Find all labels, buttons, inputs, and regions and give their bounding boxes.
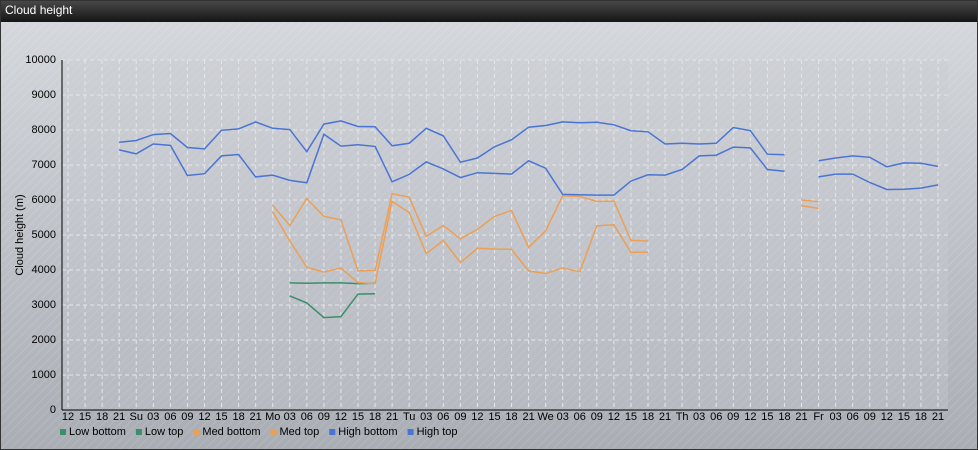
series-line — [289, 282, 376, 285]
y-tick-label: 8000 — [32, 124, 56, 136]
x-tick-label: 18 — [642, 411, 654, 423]
series-line — [119, 120, 939, 168]
legend-label: High bottom — [338, 426, 397, 438]
x-tick-label: 21 — [659, 411, 671, 423]
x-tick-label: 12 — [608, 411, 620, 423]
x-tick-label: 06 — [710, 411, 722, 423]
x-tick-label: 12 — [62, 411, 74, 423]
series-line — [272, 192, 819, 272]
x-tick-label: 09 — [864, 411, 876, 423]
x-tick-label: 09 — [591, 411, 603, 423]
x-tick-label: Su — [130, 411, 143, 423]
x-tick-label: 15 — [761, 411, 773, 423]
x-tick-label: 18 — [505, 411, 517, 423]
x-tick-label: 12 — [744, 411, 756, 423]
y-tick-label: 2000 — [32, 334, 56, 346]
x-tick-label: Tu — [403, 411, 415, 423]
x-tick-label: 06 — [437, 411, 449, 423]
legend-label: Med top — [280, 426, 320, 438]
x-tick-label: 18 — [369, 411, 381, 423]
x-tick-label: 09 — [454, 411, 466, 423]
x-tick-label: 06 — [301, 411, 313, 423]
x-tick-label: 12 — [471, 411, 483, 423]
x-tick-label: 06 — [847, 411, 859, 423]
legend-swatch — [270, 429, 277, 435]
x-tick-label: 18 — [96, 411, 108, 423]
x-tick-label: 03 — [693, 411, 705, 423]
legend-swatch — [193, 429, 200, 435]
x-tick-label: 21 — [113, 411, 125, 423]
x-tick-label: 09 — [318, 411, 330, 423]
x-tick-label: Fr — [813, 411, 824, 423]
x-tick-label: 15 — [898, 411, 910, 423]
x-tick-label: 15 — [625, 411, 637, 423]
legend-label: Low bottom — [69, 426, 126, 438]
y-axis-label: Cloud height (m) — [14, 194, 26, 275]
x-tick-label: 06 — [164, 411, 176, 423]
series-line — [272, 200, 819, 285]
x-tick-label: 03 — [147, 411, 159, 423]
y-tick-label: 5000 — [32, 229, 56, 241]
y-tick-label: 1000 — [32, 369, 56, 381]
y-tick-label: 4000 — [32, 264, 56, 276]
x-tick-label: 09 — [727, 411, 739, 423]
legend-swatch — [407, 429, 414, 435]
x-tick-label: 12 — [335, 411, 347, 423]
x-tick-label: 03 — [830, 411, 842, 423]
series-line — [289, 293, 376, 319]
chart-title: Cloud height — [5, 3, 73, 17]
x-tick-label: 15 — [488, 411, 500, 423]
x-tick-label: 21 — [795, 411, 807, 423]
x-tick-label: Th — [676, 411, 689, 423]
legend-label: Low top — [145, 426, 184, 438]
y-tick-label: 0 — [50, 404, 56, 416]
x-tick-label: 15 — [215, 411, 227, 423]
x-tick-label: 15 — [352, 411, 364, 423]
x-tick-label: 03 — [420, 411, 432, 423]
legend-label: Med bottom — [202, 426, 260, 438]
legend-swatch — [60, 429, 66, 435]
x-tick-label: 18 — [915, 411, 927, 423]
y-tick-label: 7000 — [32, 159, 56, 171]
x-tick-label: 12 — [198, 411, 210, 423]
legend-swatch — [135, 429, 142, 435]
x-tick-label: 21 — [250, 411, 262, 423]
x-tick-label: We — [537, 411, 553, 423]
x-tick-label: 21 — [932, 411, 944, 423]
y-tick-label: 6000 — [32, 194, 56, 206]
x-tick-label: 03 — [284, 411, 296, 423]
x-tick-label: 21 — [386, 411, 398, 423]
x-tick-label: 06 — [574, 411, 586, 423]
x-tick-label: Mo — [265, 411, 280, 423]
x-tick-label: 12 — [881, 411, 893, 423]
x-tick-label: 09 — [181, 411, 193, 423]
legend-label: High top — [417, 426, 458, 438]
y-tick-label: 9000 — [32, 89, 56, 101]
title-bar — [0, 0, 978, 22]
x-tick-label: 15 — [79, 411, 91, 423]
x-tick-label: 18 — [232, 411, 244, 423]
y-tick-label: 10000 — [25, 54, 56, 66]
series-line — [119, 133, 939, 196]
x-tick-label: 21 — [522, 411, 534, 423]
legend-swatch — [329, 429, 336, 435]
y-tick-label: 3000 — [32, 299, 56, 311]
x-tick-label: 03 — [557, 411, 569, 423]
x-tick-label: 18 — [778, 411, 790, 423]
